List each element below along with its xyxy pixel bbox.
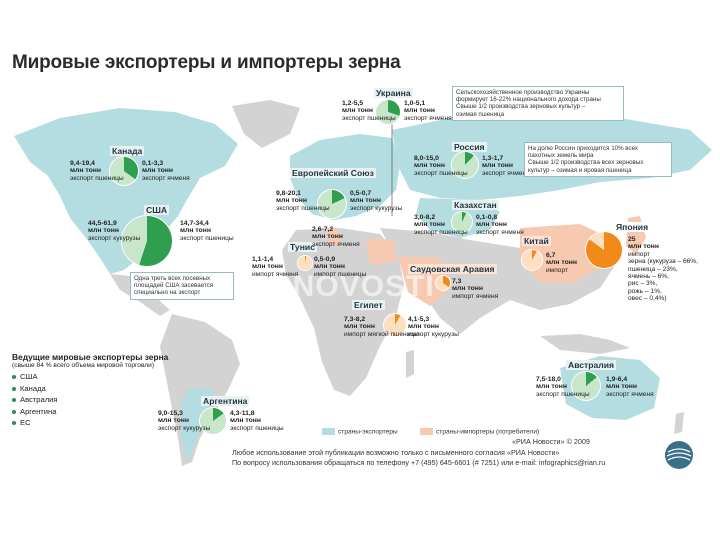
leading-exporters: Ведущие мировые экспортеры зерна (свыше … [12, 352, 168, 429]
stat-eu-wheat: 9,8-20,1 млн тонн экспорт пшеницы [276, 190, 330, 212]
watermark: RIANOVOSTI [238, 270, 435, 303]
stat-kazakhstan-wheat: 3,0-8,2 млн тонн экспорт пшеницы [414, 214, 468, 236]
landmass-africa [282, 228, 404, 396]
japan-breakdown-1: пшеница – 23%, [628, 265, 678, 273]
stat-canada-barley: 0,1-3,3 млн тонн экспорт ячменя [142, 160, 190, 182]
country-label-canada: Канада [110, 146, 145, 156]
country-label-ukraine: Украина [374, 88, 413, 98]
landmass-new-zealand [674, 412, 684, 434]
pie-ukraine [376, 100, 400, 124]
bullet-icon [12, 375, 16, 379]
stat-japan: 25 млн тонн импорт зерна (кукуруза – 66%, … [628, 236, 698, 303]
bullet-icon [12, 398, 16, 402]
landmass-greenland [232, 100, 300, 148]
country-label-china: Китай [522, 236, 551, 246]
pie-eu [318, 190, 346, 218]
pie-saudi [436, 276, 450, 290]
japan-breakdown-0: зерна (кукуруза – 66%, [628, 258, 698, 266]
legend-export: страны-экспортеры [322, 428, 398, 435]
footer-contact: По вопросу использования обращаться по т… [232, 458, 606, 467]
country-label-russia: Россия [452, 142, 487, 152]
landmass-madagascar [406, 350, 414, 378]
stat-usa-corn: 44,5-61,9 млн тонн экспорт кукурузы [88, 220, 141, 242]
stat-saudi: 7,3 млн тонн импорт ячменя [452, 278, 499, 300]
country-label-kazakhstan: Казахстан [452, 200, 499, 210]
region-tunisia [326, 228, 340, 246]
country-label-egypt: Египет [352, 300, 385, 310]
landmass-north-america [14, 108, 238, 274]
stat-eu-barley: 2,6-7,2 млн тонн экспорт ячменя [312, 226, 360, 248]
country-label-usa: США [144, 205, 170, 215]
pie-japan [586, 232, 622, 268]
stat-tunisia-a: 1,1-1,4 млн тонн импорт ячменя [252, 256, 299, 278]
leader-item: Канада [12, 383, 168, 395]
country-label-eu: Европейский Союз [290, 168, 376, 178]
stat-tunisia-b: 0,5-0,9 млн тонн импорт пшеницы [314, 256, 367, 278]
country-label-australia: Австралия [566, 360, 617, 370]
leader-item: Аргентина [12, 406, 168, 418]
pie-canada [110, 157, 138, 185]
bullet-icon [12, 386, 16, 391]
footer-usage: Любое использование этой публикации возм… [232, 448, 560, 457]
leader-item: США [12, 371, 168, 383]
stat-usa-wheat: 14,7-34,4 млн тонн экспорт пшеницы [180, 220, 234, 242]
country-label-argentina: Аргентина [201, 396, 250, 406]
stat-australia-barley: 1,9-6,4 млн тонн экспорт ячменя [606, 376, 654, 398]
japan-breakdown-2: ячмень – 6%, [628, 273, 669, 281]
legend-swatch-import [420, 428, 433, 435]
pie-china [522, 250, 542, 270]
stat-ukraine-wheat: 1,2-5,5 млн тонн экспорт пшеницы [342, 100, 396, 122]
bullet-icon [12, 409, 16, 414]
legend-import: страны-импортеры (потребители) [420, 428, 539, 435]
note-russia: На долю России приходится 10% всех пахотн… [524, 142, 672, 177]
stat-eu-corn: 0,5-0,7 млн тонн экспорт кукурузы [350, 190, 403, 212]
stat-argentina-wheat: 4,3-11,8 млн тонн экспорт пшеницы [230, 410, 284, 432]
stat-china: 6,7 млн тонн импорт [546, 252, 577, 274]
region-argentina [180, 388, 214, 462]
legend-swatch-export [322, 428, 335, 435]
leader-item: Австралия [12, 394, 168, 406]
pie-usa-corn [122, 216, 172, 266]
note-usa: Одна треть всех посевных площадей США зас… [130, 272, 234, 300]
japan-breakdown-4: рожь – 1%, [628, 287, 662, 295]
japan-breakdown-3: рис – 3%, [628, 280, 658, 288]
note-ukraine: Сельскохозяйственное производство Украин… [452, 86, 624, 121]
region-egypt [366, 238, 396, 264]
country-label-saudi: Саудовская Аравия [408, 264, 497, 274]
pie-australia [572, 372, 600, 400]
stat-australia-wheat: 7,5-18,0 млн тонн экспорт пшеницы [536, 376, 590, 398]
ria-globe-logo [665, 441, 693, 469]
stat-canada-wheat: 9,4-19,4 млн тонн экспорт пшеницы [70, 160, 124, 182]
stat-egypt-corn: 4,1-5,3 млн тонн импорт кукурузы [408, 316, 459, 338]
pie-egypt [384, 314, 406, 336]
bullet-icon [12, 421, 16, 425]
leader-item: ЕС [12, 417, 168, 429]
landmass-indonesia [540, 334, 630, 354]
leaders-heading: Ведущие мировые экспортеры зерна [12, 352, 169, 362]
country-label-japan: Япония [614, 222, 651, 232]
pie-argentina [200, 408, 226, 434]
pie-tunisia [298, 256, 312, 270]
stat-ukraine-barley: 1,0-5,1 млн тонн экспорт ячменя [404, 100, 452, 122]
pie-kazakhstan [452, 212, 472, 232]
page-title: Мировые экспортеры и импортеры зерна [12, 52, 401, 73]
stat-russia-wheat: 8,0-15,0 млн тонн экспорт пшеницы [414, 155, 468, 177]
stat-egypt-wheat: 7,3-8,2 млн тонн импорт мягкой пшеницы [344, 316, 419, 338]
stat-kazakhstan-barley: 0,1-0,8 млн тонн экспорт ячменя [476, 214, 524, 236]
pie-russia [452, 152, 478, 178]
country-label-tunisia: Тунис [288, 242, 317, 252]
copyright: «РИА Новости» © 2009 [512, 437, 590, 446]
leaders-subheading: (свыше 84 % всего объема мировой торговл… [12, 362, 155, 369]
japan-breakdown-5: овес – 0,4%) [628, 295, 667, 303]
stat-argentina-corn: 9,0-15,3 млн тонн экспорт кукурузы [158, 410, 211, 432]
stat-russia-barley: 1,3-1,7 млн тонн экспорт ячменя [482, 155, 530, 177]
